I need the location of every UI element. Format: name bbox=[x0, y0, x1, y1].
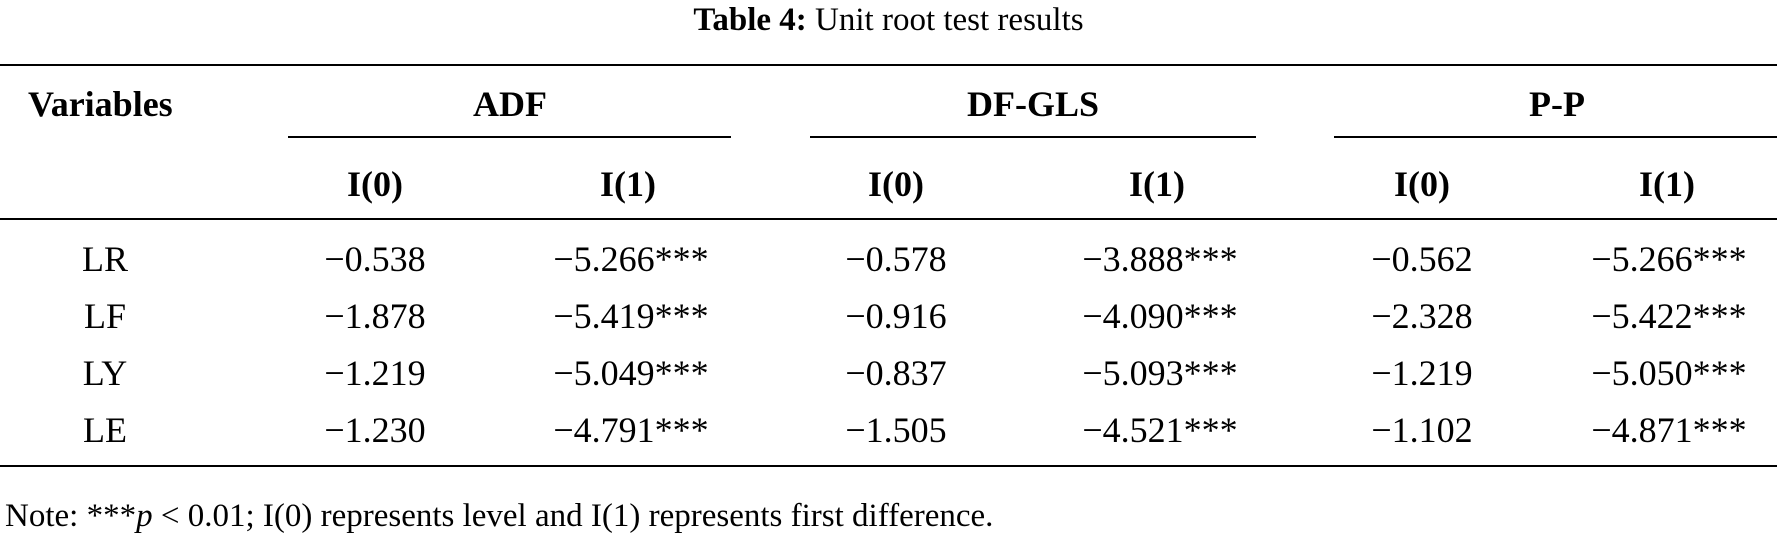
group-rule-adf bbox=[288, 136, 731, 138]
table-cell: −0.916 bbox=[845, 296, 947, 336]
row-variable: LF bbox=[83, 296, 127, 336]
group-rule-dfgls bbox=[810, 136, 1256, 138]
table-caption: Table 4: Unit root test results bbox=[0, 0, 1777, 40]
table-cell: −2.328 bbox=[1371, 296, 1473, 336]
subheader-dfgls-i0: I(0) bbox=[868, 164, 924, 204]
bottom-rule bbox=[0, 465, 1777, 467]
row-variable: LY bbox=[82, 353, 128, 393]
table-cell: −5.050*** bbox=[1591, 353, 1747, 393]
table-cell: −0.562 bbox=[1371, 239, 1473, 279]
subheader-pp-i0: I(0) bbox=[1394, 164, 1450, 204]
table-cell: −0.837 bbox=[845, 353, 947, 393]
table-cell: −1.878 bbox=[324, 296, 426, 336]
subheader-dfgls-i1: I(1) bbox=[1129, 164, 1185, 204]
note-prefix: Note: *** bbox=[5, 498, 137, 534]
table-cell: −0.538 bbox=[324, 239, 426, 279]
table-cell: −4.090*** bbox=[1082, 296, 1238, 336]
group-header-pp: P-P bbox=[1529, 84, 1585, 124]
table-cell: −1.230 bbox=[324, 410, 426, 450]
caption-title: Unit root test results bbox=[815, 2, 1084, 38]
table-cell: −4.521*** bbox=[1082, 410, 1238, 450]
table-cell: −5.266*** bbox=[553, 239, 709, 279]
group-header-dfgls: DF-GLS bbox=[966, 84, 1100, 124]
row-variable: LR bbox=[81, 239, 129, 279]
caption-label: Table 4: bbox=[693, 2, 807, 38]
note-rest: < 0.01; I(0) represents level and I(1) r… bbox=[152, 498, 994, 534]
table-cell: −3.888*** bbox=[1082, 239, 1238, 279]
table-cell: −5.049*** bbox=[553, 353, 709, 393]
table-cell: −1.102 bbox=[1371, 410, 1473, 450]
table-cell: −1.505 bbox=[845, 410, 947, 450]
table-note: Note: ***p < 0.01; I(0) represents level… bbox=[5, 496, 993, 536]
table-cell: −1.219 bbox=[1371, 353, 1473, 393]
stub-header: Variables bbox=[28, 84, 173, 124]
table-cell: −4.791*** bbox=[553, 410, 709, 450]
group-rule-pp bbox=[1334, 136, 1777, 138]
table-cell: −1.219 bbox=[324, 353, 426, 393]
header-rule bbox=[0, 218, 1777, 220]
top-rule bbox=[0, 64, 1777, 66]
row-variable: LE bbox=[83, 410, 127, 450]
note-p-symbol: p bbox=[136, 498, 153, 534]
subheader-adf-i0: I(0) bbox=[347, 164, 403, 204]
subheader-pp-i1: I(1) bbox=[1639, 164, 1695, 204]
table-cell: −5.419*** bbox=[553, 296, 709, 336]
table-cell: −5.093*** bbox=[1082, 353, 1238, 393]
table-cell: −4.871*** bbox=[1591, 410, 1747, 450]
subheader-adf-i1: I(1) bbox=[600, 164, 656, 204]
table-cell: −0.578 bbox=[845, 239, 947, 279]
table-cell: −5.422*** bbox=[1591, 296, 1747, 336]
table-cell: −5.266*** bbox=[1591, 239, 1747, 279]
group-header-adf: ADF bbox=[473, 84, 547, 124]
